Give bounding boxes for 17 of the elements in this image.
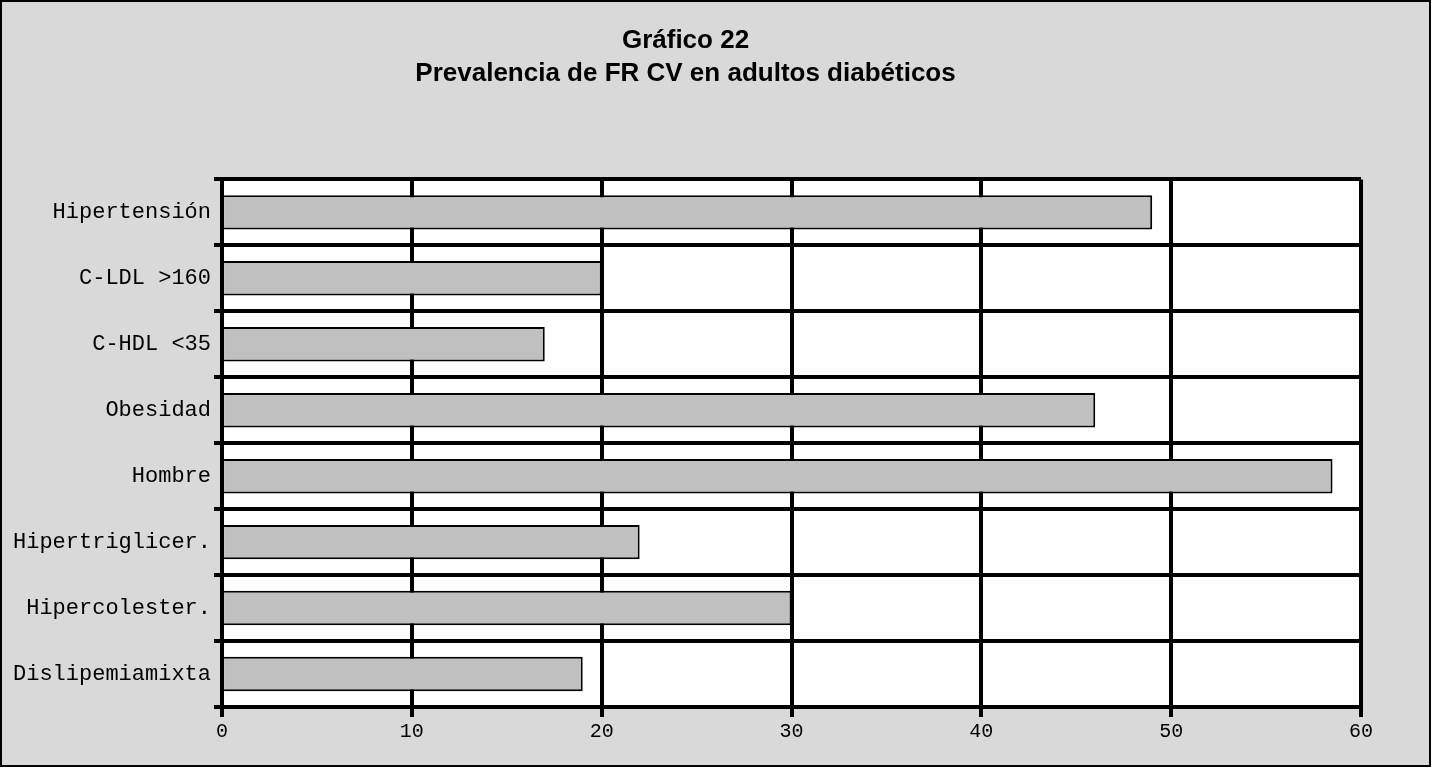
y-tick-label: C-HDL <35 — [92, 332, 212, 358]
y-tick-label: Hipercolester. — [26, 595, 212, 621]
x-tick-label: 0 — [216, 720, 229, 744]
x-tick-label: 60 — [1348, 720, 1374, 744]
x-tick-label: 50 — [1159, 720, 1184, 744]
y-tick-label: Hipertensión — [52, 200, 212, 226]
x-tick-label: 20 — [589, 720, 614, 744]
y-tick-label: Hombre — [131, 464, 212, 489]
x-tick-label: 30 — [779, 720, 804, 744]
chart-title: Gráfico 22 — [621, 23, 750, 54]
y-tick-label: Hipertriglicer. — [12, 529, 212, 555]
y-tick-label: Dislipemiamixta — [12, 661, 212, 687]
chart-subtitle: Prevalencia de FR CV en adultos diabéticos — [415, 56, 956, 87]
y-tick-label: Obesidad — [105, 398, 212, 424]
x-tick-label: 10 — [399, 720, 424, 744]
y-tick-label: C-LDL >160 — [79, 266, 212, 292]
x-tick-label: 40 — [969, 720, 994, 744]
